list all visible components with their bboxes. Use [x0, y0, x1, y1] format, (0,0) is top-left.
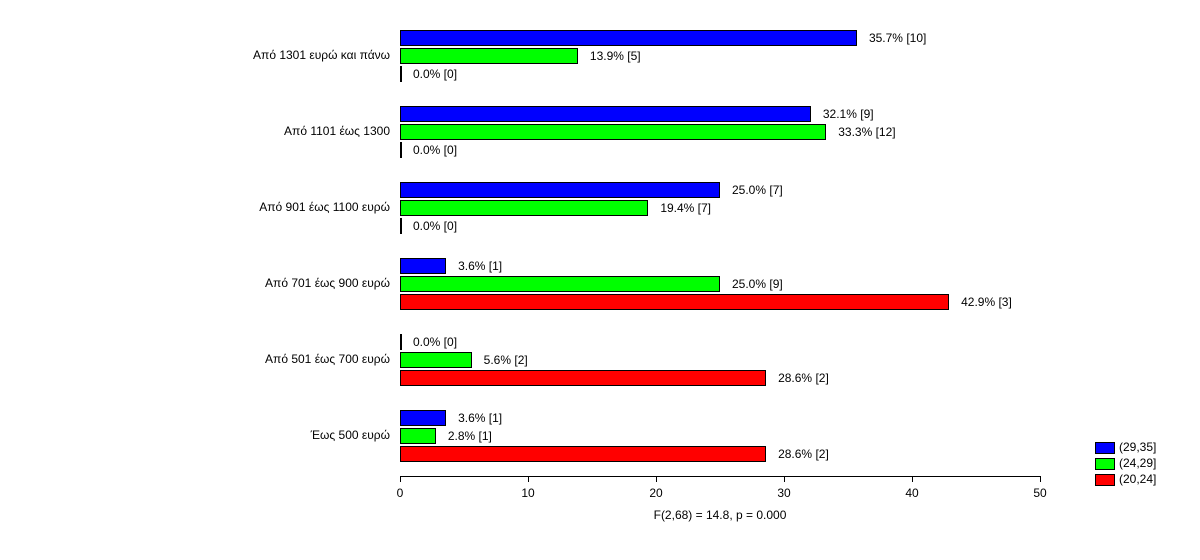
- bar-value-label: 3.6% [1]: [458, 258, 502, 274]
- bar: [400, 428, 436, 444]
- x-tick: [784, 476, 785, 482]
- bar-value-label: 0.0% [0]: [413, 66, 457, 82]
- bar-value-label: 3.6% [1]: [458, 410, 502, 426]
- bar: [400, 200, 648, 216]
- x-tick: [400, 476, 401, 482]
- bar: [400, 370, 766, 386]
- bar-value-label: 0.0% [0]: [413, 334, 457, 350]
- bar: [400, 334, 402, 350]
- category-label: Έως 500 ευρώ: [311, 428, 390, 442]
- x-tick-label: 30: [777, 486, 790, 500]
- bar-value-label: 28.6% [2]: [778, 370, 829, 386]
- bar: [400, 124, 826, 140]
- x-tick: [528, 476, 529, 482]
- bar-value-label: 28.6% [2]: [778, 446, 829, 462]
- bar-value-label: 5.6% [2]: [484, 352, 528, 368]
- bar: [400, 48, 578, 64]
- category-label: Από 701 έως 900 ευρώ: [265, 276, 390, 290]
- bar-value-label: 35.7% [10]: [869, 30, 926, 46]
- bar-value-label: 25.0% [7]: [732, 182, 783, 198]
- legend-item: (24,29]: [1095, 456, 1156, 470]
- category-label: Από 501 έως 700 ευρώ: [265, 352, 390, 366]
- bar: [400, 30, 857, 46]
- legend-label: (20,24]: [1119, 472, 1156, 486]
- bar-value-label: 0.0% [0]: [413, 142, 457, 158]
- bar-value-label: 0.0% [0]: [413, 218, 457, 234]
- bar: [400, 352, 472, 368]
- bar-chart: Από 1301 ευρώ και πάνω 35.7% [10] 13.9% [5…: [0, 0, 1200, 560]
- x-tick-label: 20: [649, 486, 662, 500]
- legend-label: (24,29]: [1119, 456, 1156, 470]
- x-tick-label: 0: [397, 486, 404, 500]
- legend-item: (20,24]: [1095, 472, 1156, 486]
- bar: [400, 218, 402, 234]
- bar-value-label: 33.3% [12]: [838, 124, 895, 140]
- bar: [400, 294, 949, 310]
- bar: [400, 258, 446, 274]
- x-tick-label: 50: [1033, 486, 1046, 500]
- bar-value-label: 2.8% [1]: [448, 428, 492, 444]
- legend-label: (29,35]: [1119, 440, 1156, 454]
- chart-footer: F(2,68) = 14.8, p = 0.000: [400, 508, 1040, 522]
- x-tick-label: 10: [521, 486, 534, 500]
- x-tick: [912, 476, 913, 482]
- bar-value-label: 32.1% [9]: [823, 106, 874, 122]
- bar: [400, 182, 720, 198]
- x-axis: [400, 476, 1040, 477]
- x-tick-label: 40: [905, 486, 918, 500]
- category-label: Από 901 έως 1100 ευρώ: [259, 200, 390, 214]
- category-label: Από 1101 έως 1300: [284, 124, 390, 138]
- legend-item: (29,35]: [1095, 440, 1156, 454]
- legend-swatch: [1095, 442, 1115, 454]
- bar: [400, 276, 720, 292]
- bar: [400, 410, 446, 426]
- bar: [400, 142, 402, 158]
- x-tick: [656, 476, 657, 482]
- legend-swatch: [1095, 458, 1115, 470]
- bar: [400, 446, 766, 462]
- bar-value-label: 25.0% [9]: [732, 276, 783, 292]
- legend-swatch: [1095, 474, 1115, 486]
- bar-value-label: 19.4% [7]: [660, 200, 711, 216]
- bar-value-label: 42.9% [3]: [961, 294, 1012, 310]
- x-tick: [1040, 476, 1041, 482]
- category-label: Από 1301 ευρώ και πάνω: [253, 48, 390, 62]
- bar: [400, 66, 402, 82]
- bar: [400, 106, 811, 122]
- bar-value-label: 13.9% [5]: [590, 48, 641, 64]
